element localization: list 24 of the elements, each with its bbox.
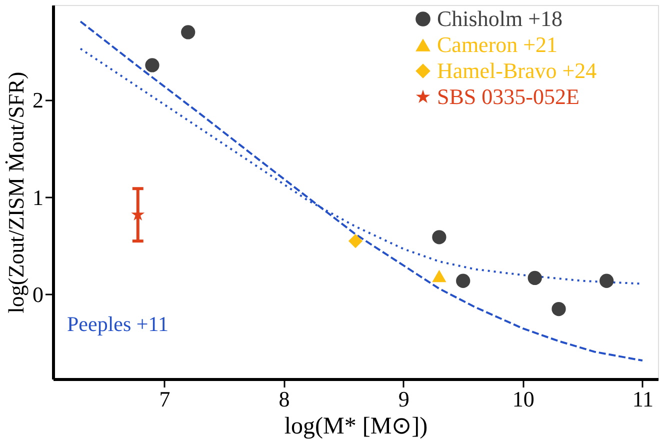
annotation: Peeples +11: [67, 312, 168, 336]
point: [528, 270, 542, 286]
point: [348, 234, 363, 248]
point: [456, 274, 470, 288]
legend-label: Chisholm +18: [437, 6, 562, 31]
y-tick-label: 0: [32, 282, 44, 307]
y-axis-title: log(Zout/ZISM Ṁout/SFR): [4, 72, 28, 314]
x-axis-title: log(M* [M⊙]): [284, 414, 428, 440]
legend-label: Cameron +21: [437, 32, 558, 57]
point: [600, 274, 614, 288]
point: [552, 302, 566, 316]
point: [181, 25, 196, 40]
point: [145, 58, 160, 72]
x-tick-label: 8: [278, 386, 290, 412]
legend-label: SBS 0335-052E: [437, 84, 580, 109]
y-tick-label: 1: [32, 184, 44, 210]
legend-label: Hamel-Bravo +24: [437, 58, 597, 83]
point: [432, 270, 446, 282]
x-tick-label: 9: [398, 386, 410, 412]
point: [432, 230, 446, 244]
x-tick-label: 7: [159, 386, 170, 412]
x-tick-label: 11: [632, 386, 654, 412]
x-tick-label: 10: [512, 386, 534, 412]
y-tick-label: 2: [32, 88, 44, 113]
